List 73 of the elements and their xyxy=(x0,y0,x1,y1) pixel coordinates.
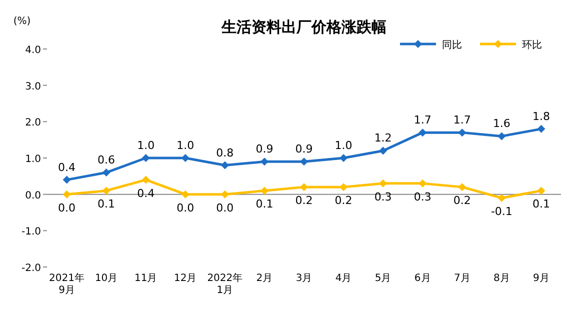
x-tick-label: 7月 xyxy=(454,273,470,284)
x-tick-label: 2月 xyxy=(256,273,273,284)
data-label: 1.0 xyxy=(176,139,194,152)
data-label: 0.3 xyxy=(374,190,392,204)
data-label: 0.2 xyxy=(453,194,471,208)
y-tick-label: 3.0 xyxy=(25,81,41,92)
point xyxy=(379,146,388,155)
data-label: 1.8 xyxy=(532,110,550,123)
point xyxy=(537,186,546,195)
point xyxy=(340,183,348,192)
data-label: 0.1 xyxy=(256,198,274,211)
data-label: 1.7 xyxy=(414,114,432,127)
point xyxy=(418,179,427,188)
x-tick-label: 4月 xyxy=(335,273,352,284)
y-tick-label: 1.0 xyxy=(25,154,41,165)
point xyxy=(498,194,506,202)
y-tick-label: -1.0 xyxy=(21,226,41,238)
data-label: 1.2 xyxy=(374,132,392,145)
x-tick-label: 11月 xyxy=(134,273,158,284)
data-label: 1.7 xyxy=(453,114,471,127)
x-tick-label: 9月 xyxy=(533,273,550,284)
point xyxy=(62,176,71,184)
x-tick-label: 6月 xyxy=(414,273,431,284)
x-tick-label: 8月 xyxy=(494,273,510,284)
data-label: 1.0 xyxy=(137,139,155,152)
x-tick-label: 2022年 1月 xyxy=(207,272,243,296)
y-tick-label: -2.0 xyxy=(21,263,41,274)
point xyxy=(142,154,150,162)
point xyxy=(260,158,268,166)
point xyxy=(102,186,110,195)
point xyxy=(300,183,308,192)
data-label: -0.1 xyxy=(490,204,512,218)
point xyxy=(458,183,466,192)
y-tick-label: 2.0 xyxy=(25,118,41,129)
point xyxy=(220,161,229,170)
data-label: 0.9 xyxy=(295,142,313,156)
data-label: 0.9 xyxy=(256,142,274,156)
data-label: 0.4 xyxy=(137,186,155,200)
point xyxy=(300,158,308,166)
data-label: 0.0 xyxy=(216,201,234,214)
x-tick-label: 3月 xyxy=(296,273,312,284)
point xyxy=(142,176,150,184)
legend-label: 环比 xyxy=(522,39,542,51)
data-label: 0.1 xyxy=(532,198,550,211)
data-label: 0.2 xyxy=(295,194,313,208)
point xyxy=(498,132,506,140)
point xyxy=(537,124,546,133)
x-tick-label: 5月 xyxy=(374,273,392,284)
chart-title: 生活资料出厂价格涨跌幅 xyxy=(220,18,386,36)
point xyxy=(418,128,427,137)
data-label: 0.0 xyxy=(176,201,194,214)
data-label: 0.1 xyxy=(98,198,116,211)
point xyxy=(340,154,348,162)
point xyxy=(181,190,190,198)
x-tick-label: 10月 xyxy=(94,273,118,284)
x-tick-label: 2021年 9月 xyxy=(49,272,84,296)
point xyxy=(102,168,110,177)
data-label: 0.2 xyxy=(334,194,352,208)
data-label: 1.6 xyxy=(492,117,510,130)
x-tick-label: 12月 xyxy=(174,273,197,284)
y-axis-title: (%) xyxy=(13,16,31,27)
data-label: 0.0 xyxy=(58,201,76,214)
data-label: 0.8 xyxy=(216,146,234,160)
y-tick-label: 4.0 xyxy=(25,45,41,56)
point xyxy=(260,186,268,195)
point xyxy=(458,128,466,137)
data-label: 0.3 xyxy=(414,190,432,204)
y-tick-label: 0.0 xyxy=(25,190,41,202)
point xyxy=(62,190,71,198)
data-label: 1.0 xyxy=(334,139,352,152)
data-label: 0.6 xyxy=(98,154,116,167)
legend-label: 同比 xyxy=(442,39,462,51)
data-label: 0.4 xyxy=(58,160,76,174)
